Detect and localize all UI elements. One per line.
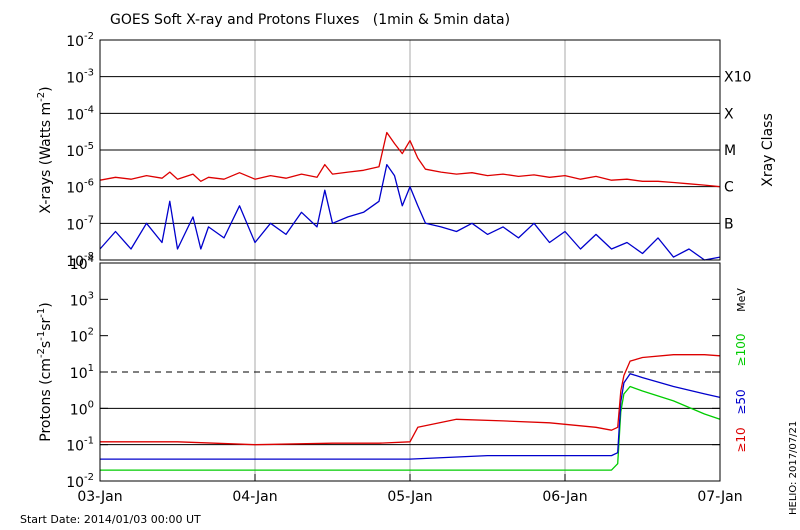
x-tick-label: 03-Jan bbox=[77, 489, 122, 505]
proton-legend-ge10: ≥10 bbox=[734, 427, 748, 452]
proton-y-tick-label: 102 bbox=[70, 327, 94, 346]
xray-short-series bbox=[99, 163, 721, 261]
proton-y-axis-label: Protons (cm-2s-1sr-1) bbox=[36, 302, 54, 441]
proton-y-tick-label: 103 bbox=[70, 290, 94, 309]
xray-y-tick-label: 10-3 bbox=[66, 68, 94, 87]
proton-ylabel-pre: Protons (cm bbox=[38, 358, 54, 442]
proton-y-tick-label: 10-2 bbox=[66, 472, 94, 491]
xray-class-axis-label: Xray Class bbox=[760, 113, 776, 187]
proton-y-tick-label: 101 bbox=[70, 363, 94, 382]
proton-unit-label: MeV bbox=[735, 288, 748, 312]
proton-ylabel-mid2: sr bbox=[38, 317, 54, 330]
proton-series-ge10 bbox=[100, 354, 721, 446]
xray-class-label: X bbox=[724, 106, 734, 122]
proton-ylabel-post: ) bbox=[38, 302, 54, 307]
x-axis-ticks: 03-Jan 04-Jan 05-Jan 06-Jan 07-Jan bbox=[77, 474, 743, 505]
xray-y-tick-label: 10-7 bbox=[66, 214, 94, 233]
xray-y-tick-label: 10-6 bbox=[66, 178, 94, 197]
x-tick-label: 05-Jan bbox=[387, 489, 432, 505]
proton-y-tick-label: 10-1 bbox=[66, 436, 94, 455]
xray-class-label: X10 bbox=[724, 70, 751, 86]
xray-class-label: M bbox=[724, 143, 736, 159]
proton-gridlines bbox=[100, 263, 720, 481]
proton-ylabel-mid1: s bbox=[38, 341, 54, 348]
proton-legend: ≥10 ≥50 ≥100 bbox=[734, 334, 748, 453]
xray-ylabel-post: ) bbox=[38, 86, 54, 91]
proton-panel: 10-2 10-1 100 101 102 103 104 ≥10 ≥50 ≥100 Proto… bbox=[36, 254, 748, 491]
credit-label: HELIO: 2017/07/21 bbox=[788, 421, 799, 515]
proton-series-ge50 bbox=[100, 373, 721, 460]
xray-class-labels: X10 X M C B bbox=[724, 70, 751, 233]
start-date-label: Start Date: 2014/01/03 00:00 UT bbox=[20, 513, 201, 526]
proton-series-ge100 bbox=[100, 385, 721, 471]
x-tick-label: 06-Jan bbox=[542, 489, 587, 505]
proton-y-tick-labels: 10-2 10-1 100 101 102 103 104 bbox=[66, 254, 94, 491]
proton-ylabel-sup3: -1 bbox=[36, 308, 47, 318]
xray-class-label: C bbox=[724, 180, 734, 196]
xray-gridlines bbox=[100, 40, 720, 260]
xray-class-label: B bbox=[724, 216, 734, 232]
proton-y-tick-label: 104 bbox=[70, 254, 94, 273]
xray-panel: 10-8 10-7 10-6 10-5 10-4 10-3 10-2 X10 X M C B X-r… bbox=[36, 31, 776, 270]
xray-y-tick-label: 10-4 bbox=[66, 104, 94, 123]
proton-legend-ge100: ≥100 bbox=[734, 334, 748, 367]
xray-long-series bbox=[99, 131, 721, 188]
proton-legend-ge50: ≥50 bbox=[734, 389, 748, 414]
xray-y-tick-labels: 10-8 10-7 10-6 10-5 10-4 10-3 10-2 bbox=[66, 31, 94, 270]
xray-y-tick-label: 10-2 bbox=[66, 31, 94, 50]
x-tick-label: 07-Jan bbox=[697, 489, 742, 505]
xray-series-group bbox=[99, 131, 721, 261]
xray-plot-frame bbox=[99, 39, 721, 261]
xray-y-tick-label: 10-8 bbox=[66, 251, 94, 270]
xray-ylabel-sup: -2 bbox=[36, 92, 47, 102]
xray-y-tick-label: 10-5 bbox=[66, 141, 94, 160]
chart-title: GOES Soft X-ray and Protons Fluxes (1min… bbox=[110, 12, 510, 28]
xray-ylabel-pre: X-rays (Watts m bbox=[38, 102, 54, 214]
proton-series-group bbox=[100, 354, 721, 471]
proton-ylabel-sup1: -2 bbox=[36, 348, 47, 358]
xray-y-axis-label: X-rays (Watts m-2) bbox=[36, 86, 54, 213]
proton-ylabel-sup2: -1 bbox=[36, 331, 47, 341]
proton-y-tick-label: 100 bbox=[70, 399, 94, 418]
x-tick-label: 04-Jan bbox=[232, 489, 277, 505]
